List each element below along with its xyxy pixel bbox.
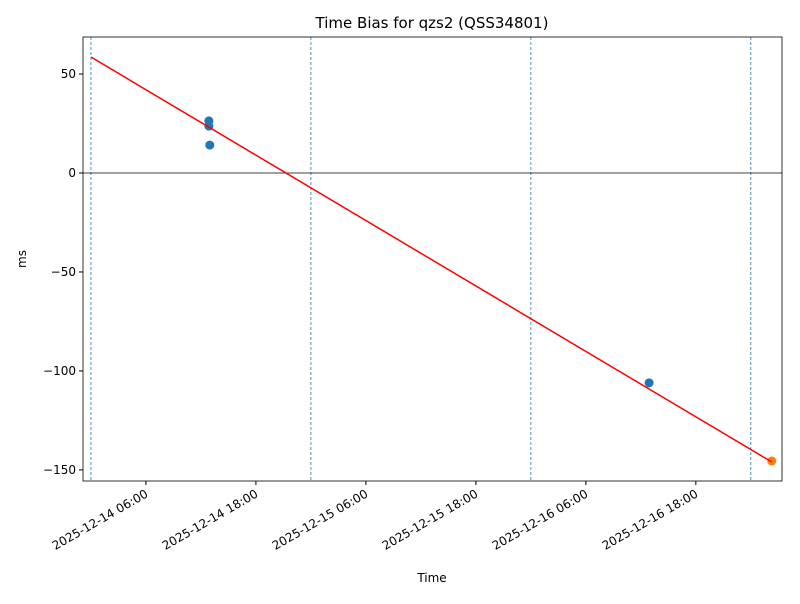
y-axis-label: ms	[15, 250, 29, 268]
x-tick-label: 2025-12-15 06:00	[270, 487, 371, 553]
plot-frame	[82, 36, 783, 482]
chart-title: Time Bias for qzs2 (QSS34801)	[315, 14, 549, 32]
y-tick-label: −100	[43, 364, 76, 378]
y-tick-label: −150	[43, 463, 76, 477]
data-point	[644, 378, 654, 388]
x-tick-label: 2025-12-14 18:00	[160, 487, 261, 553]
x-tick-label: 2025-12-14 06:00	[50, 487, 151, 553]
x-tick-label: 2025-12-16 18:00	[600, 487, 701, 553]
x-axis-label: Time	[416, 571, 446, 585]
data-point	[767, 456, 777, 466]
trend-line	[90, 56, 773, 463]
x-tick-label: 2025-12-16 06:00	[490, 487, 591, 553]
x-tick-label: 2025-12-15 18:00	[380, 487, 481, 553]
data-point	[205, 140, 215, 150]
y-tick-label: 0	[68, 166, 76, 180]
y-tick-label: −50	[51, 265, 76, 279]
y-tick-label: 50	[61, 67, 76, 81]
